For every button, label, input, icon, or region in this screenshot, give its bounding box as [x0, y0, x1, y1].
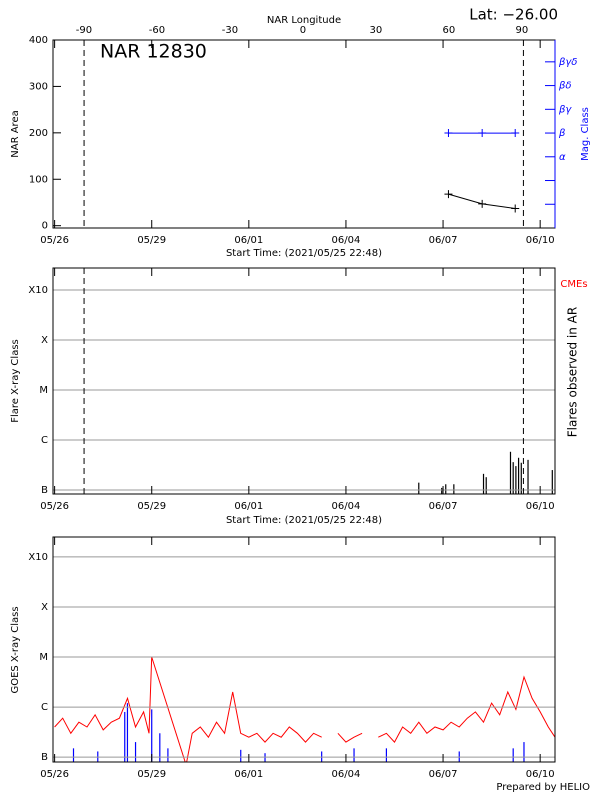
- y-axis-title: Flare X-ray Class: [10, 339, 21, 423]
- y-tick-label: M: [39, 652, 48, 663]
- x-tick-label: 06/04: [332, 235, 361, 246]
- y-tick-label: 300: [29, 81, 48, 92]
- x-axis-title: Start Time: (2021/05/25 22:48): [226, 515, 382, 526]
- y2-tick-label: βδ: [558, 81, 572, 92]
- point-marker: [444, 129, 453, 138]
- point-marker: [511, 129, 520, 138]
- point-marker: [478, 129, 487, 138]
- x2-axis-title: NAR Longitude: [267, 15, 341, 26]
- x-tick-label: 06/07: [429, 769, 458, 780]
- y2-axis-title: Mag. Class: [580, 107, 591, 161]
- y-tick-label: 200: [29, 128, 48, 139]
- x-tick-label: 06/01: [234, 501, 263, 512]
- x-tick-label: 05/29: [137, 501, 166, 512]
- panel: [448, 132, 516, 209]
- x-tick-label: 06/04: [332, 769, 361, 780]
- point-marker: [478, 199, 487, 208]
- x-tick-label: 06/07: [429, 501, 458, 512]
- x-tick-label: 05/29: [137, 769, 166, 780]
- y-axis-title: NAR Area: [10, 110, 21, 157]
- chart-title: NAR 12830: [100, 41, 207, 63]
- y2-tick-label: β: [558, 128, 566, 139]
- x-tick-label: 05/26: [40, 235, 69, 246]
- y-tick-label: M: [39, 385, 48, 396]
- x2-tick-label: -90: [76, 25, 92, 36]
- x2-tick-label: 60: [443, 25, 456, 36]
- x-tick-label: 06/10: [526, 769, 555, 780]
- annotation: CMEs: [560, 279, 587, 290]
- y2-axis-title: Flares observed in AR: [566, 307, 580, 437]
- x-tick-label: 06/01: [234, 769, 263, 780]
- x-tick-label: 06/01: [234, 235, 263, 246]
- x2-tick-label: -60: [149, 25, 165, 36]
- x-tick-label: 06/07: [429, 235, 458, 246]
- panel: [54, 656, 555, 762]
- y-tick-label: C: [41, 435, 48, 446]
- series-line: [54, 656, 555, 762]
- x2-tick-label: -30: [222, 25, 238, 36]
- y2-tick-label: βγ: [558, 104, 572, 115]
- plot-frame: [52, 536, 556, 763]
- x2-tick-label: 0: [300, 25, 306, 36]
- y-tick-label: C: [41, 702, 48, 713]
- x2-tick-label: 30: [370, 25, 383, 36]
- x2-tick-label: 90: [516, 25, 529, 36]
- y2-tick-label: βγδ: [558, 57, 577, 68]
- plot-frame: [52, 39, 556, 229]
- x-tick-label: 05/26: [40, 769, 69, 780]
- y-tick-label: 100: [29, 174, 48, 185]
- y-tick-label: X10: [28, 552, 48, 563]
- x-tick-label: 06/10: [526, 501, 555, 512]
- y-tick-label: 400: [29, 35, 48, 46]
- y-tick-label: X: [41, 335, 48, 346]
- y-tick-label: B: [41, 485, 48, 496]
- y-tick-label: X10: [28, 285, 48, 296]
- y-axis-title: GOES X-ray Class: [10, 606, 21, 693]
- x-tick-label: 06/04: [332, 501, 361, 512]
- x-axis-title: Start Time: (2021/05/25 22:48): [226, 248, 382, 259]
- footer: Prepared by HELIO: [496, 782, 590, 793]
- y-tick-label: B: [41, 752, 48, 763]
- x-tick-label: 05/26: [40, 501, 69, 512]
- y2-tick-label: α: [559, 152, 566, 163]
- point-marker: [444, 190, 453, 199]
- latitude: Lat: −26.00: [469, 6, 558, 24]
- panel: [418, 451, 553, 494]
- point-marker: [511, 204, 520, 213]
- plot-frame: [52, 267, 556, 495]
- y-tick-label: 0: [42, 221, 48, 232]
- x-tick-label: 05/29: [137, 235, 166, 246]
- x-tick-label: 06/10: [526, 235, 555, 246]
- y-tick-label: X: [41, 602, 48, 613]
